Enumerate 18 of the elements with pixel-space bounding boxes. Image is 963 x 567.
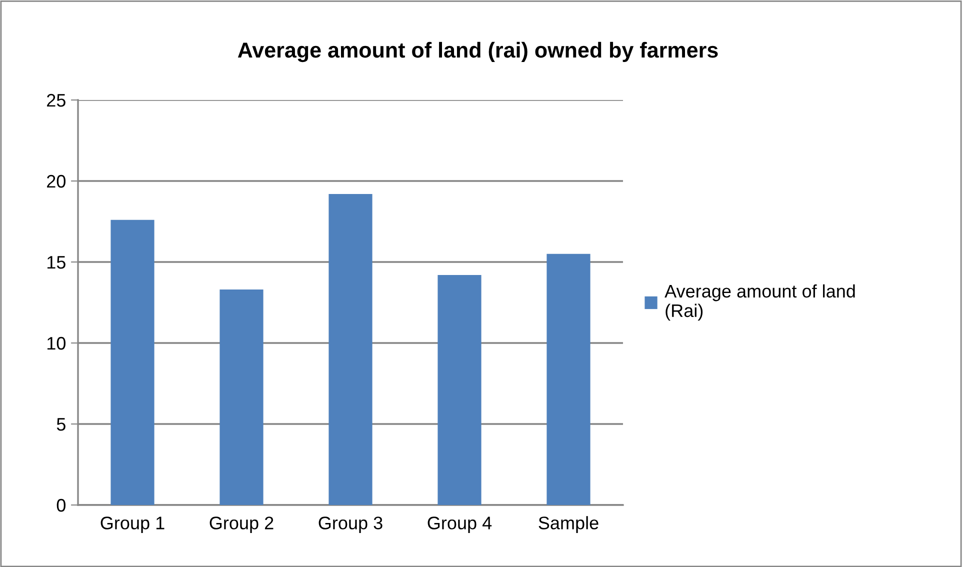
y-tick-label: 10 bbox=[47, 336, 66, 350]
bar bbox=[546, 254, 590, 505]
x-tick-label: Group 3 bbox=[318, 516, 382, 533]
x-tick-label: Group 2 bbox=[210, 516, 274, 533]
bar bbox=[438, 274, 482, 505]
x-tick-label: Group 1 bbox=[100, 516, 164, 533]
bar bbox=[328, 194, 372, 505]
y-tick-label: 0 bbox=[56, 498, 66, 512]
x-tick-label: Group 4 bbox=[428, 516, 492, 533]
legend-label: Average amount of land (Rai) bbox=[664, 284, 855, 321]
bar bbox=[110, 220, 154, 505]
y-tick-label: 15 bbox=[47, 256, 66, 269]
x-tick-label: Sample bbox=[538, 516, 598, 533]
bar bbox=[220, 290, 264, 505]
chart-title: Average amount of land (rai) owned by farmers bbox=[238, 42, 718, 62]
y-tick-label: 5 bbox=[56, 418, 66, 431]
y-tick-label: 20 bbox=[47, 174, 66, 188]
y-tick-label: 25 bbox=[47, 94, 66, 107]
